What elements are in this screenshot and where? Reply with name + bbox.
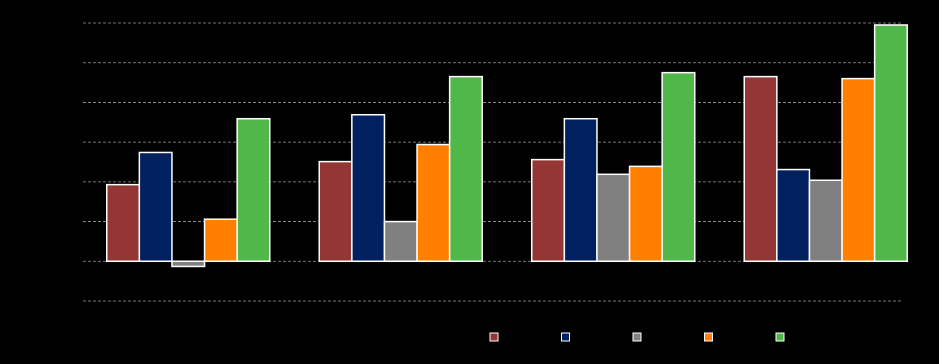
legend-marker xyxy=(489,332,499,342)
bar xyxy=(106,183,141,263)
bar xyxy=(416,143,451,263)
bar xyxy=(351,113,386,263)
bar xyxy=(873,24,909,263)
bar xyxy=(383,220,418,263)
bar xyxy=(841,77,876,263)
bar xyxy=(596,173,631,263)
legend-marker xyxy=(704,332,713,342)
bar xyxy=(628,165,663,263)
legend-marker xyxy=(632,332,642,342)
bar xyxy=(138,151,173,263)
bar xyxy=(318,160,353,263)
bar xyxy=(171,260,206,268)
bar xyxy=(808,179,843,263)
bar xyxy=(236,117,271,263)
bar xyxy=(203,218,238,263)
bar xyxy=(776,168,811,263)
bar xyxy=(563,117,598,263)
bar xyxy=(743,75,778,263)
bar xyxy=(661,71,696,263)
bar xyxy=(531,158,566,263)
bar xyxy=(448,75,483,263)
legend-marker xyxy=(775,332,785,342)
legend-marker xyxy=(561,332,570,342)
